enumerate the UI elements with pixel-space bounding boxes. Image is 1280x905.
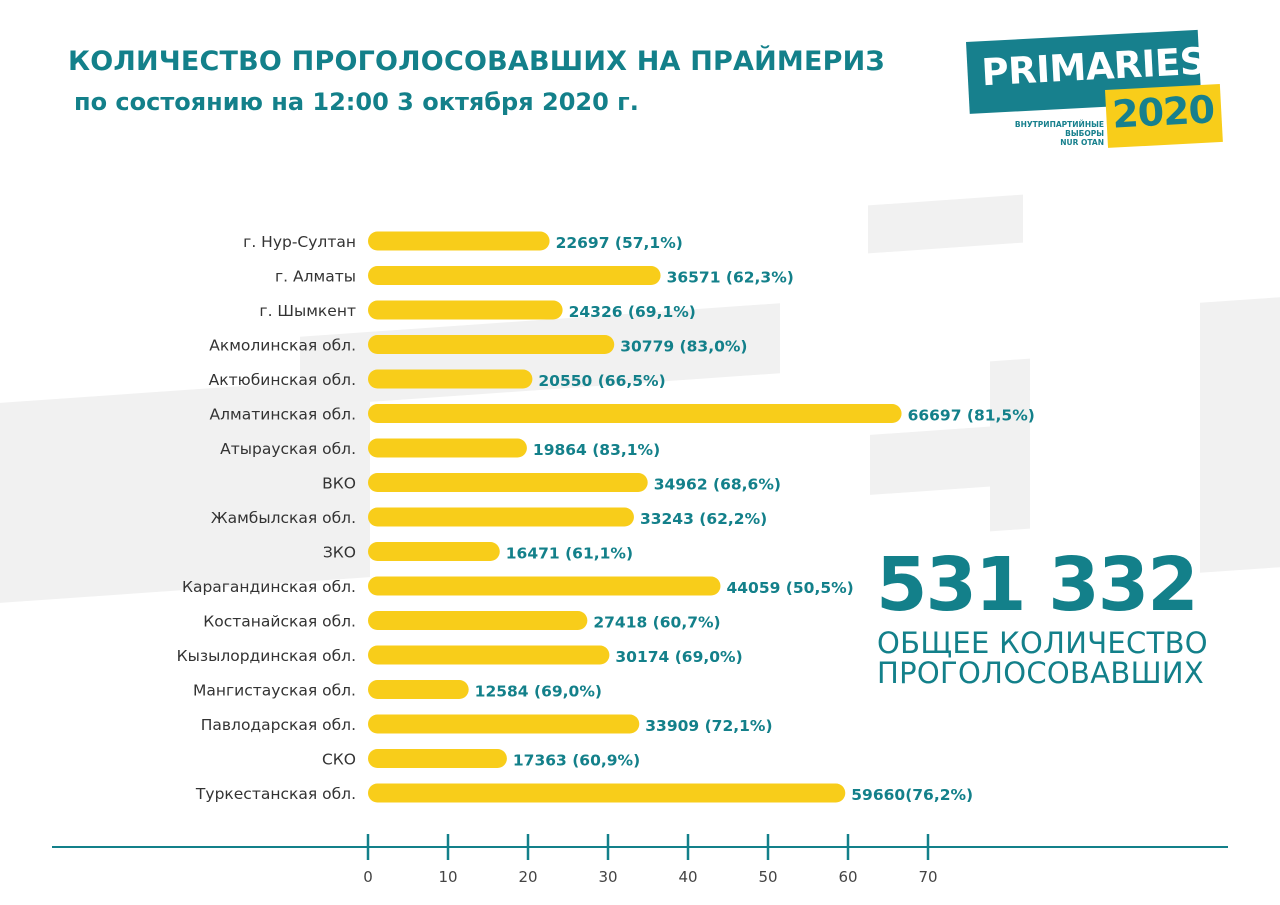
category-label: Кызылординская обл. [177,647,356,665]
data-label: 36571 (62,3%) [667,269,794,287]
x-tick-label: 50 [758,868,777,886]
data-label: 30174 (69,0%) [615,648,742,666]
category-label: Мангистауская обл. [193,682,356,700]
data-label: 59660(76,2%) [851,786,973,804]
category-label: Туркестанская обл. [195,785,356,803]
chart-subtitle: по состоянию на 12:00 3 октября 2020 г. [74,88,639,116]
data-label: 30779 (83,0%) [620,338,747,356]
data-label: 19864 (83,1%) [533,441,660,459]
total-voters-label: ОБЩЕЕ КОЛИЧЕСТВО ПРОГОЛОСОВАВШИХ [877,628,1237,688]
data-label: 24326 (69,1%) [569,303,696,321]
bar [368,473,648,492]
bar [368,749,507,768]
bar [368,542,500,561]
bar [368,266,661,285]
bar [368,438,527,458]
chart-title: КОЛИЧЕСТВО ПРОГОЛОСОВАВШИХ НА ПРАЙМЕРИЗ [68,46,885,77]
x-tick-label: 20 [518,868,537,886]
x-tick-label: 0 [363,868,373,886]
bar [368,369,533,389]
x-tick-label: 30 [598,868,617,886]
data-label: 17363 (60,9%) [513,752,640,770]
category-label: Павлодарская обл. [201,716,356,734]
data-label: 12584 (69,0%) [475,683,602,701]
primaries-logo: PRIMARIES 2020 ВНУТРИПАРТИЙНЫЕ ВЫБОРЫ NU… [966,29,1228,150]
category-label: Алматинская обл. [210,406,356,424]
bar [368,576,721,596]
bar [368,714,640,734]
bar [368,680,469,699]
category-label: г. Алматы [275,268,356,286]
category-label: Костанайская обл. [203,613,356,631]
category-label: ЗКО [323,544,356,562]
data-label: 44059 (50,5%) [726,579,853,597]
data-label: 33909 (72,1%) [645,717,772,735]
x-tick-label: 60 [838,868,857,886]
category-label: СКО [322,751,356,769]
category-label: Акмолинская обл. [209,337,356,355]
bar [368,300,563,320]
bar [368,783,846,803]
category-label: Атырауская обл. [220,440,356,458]
data-label: 34962 (68,6%) [654,476,781,494]
data-label: 66697 (81,5%) [908,407,1035,425]
bar [368,507,634,527]
logo-subtitle: ВНУТРИПАРТИЙНЫЕ ВЫБОРЫ NUR OTAN [976,120,1104,147]
bar [368,335,615,354]
category-label: г. Шымкент [259,302,356,320]
logo-line1: ВНУТРИПАРТИЙНЫЕ ВЫБОРЫ [1014,120,1104,138]
bar [368,645,610,665]
data-label: 16471 (61,1%) [506,545,633,563]
category-label: Актюбинская обл. [209,371,356,389]
logo-line2: NUR OTAN [1060,138,1104,147]
bar [368,611,588,630]
total-label-line2: ПРОГОЛОСОВАВШИХ [877,656,1205,690]
data-label: 27418 (60,7%) [593,614,720,632]
x-tick-label: 40 [678,868,697,886]
category-label: Карагандинская обл. [182,578,356,596]
data-label: 20550 (66,5%) [538,372,665,390]
category-label: г. Нур-Султан [243,233,356,251]
x-tick-label: 70 [918,868,937,886]
bar [368,404,902,423]
category-label: Жамбылская обл. [211,509,356,527]
x-tick-label: 10 [438,868,457,886]
category-label: ВКО [322,475,356,493]
data-label: 33243 (62,2%) [640,510,767,528]
total-label-line1: ОБЩЕЕ КОЛИЧЕСТВО [877,626,1208,660]
data-label: 22697 (57,1%) [556,234,683,252]
total-voters-value: 531 332 [876,542,1199,628]
bar [368,231,550,251]
